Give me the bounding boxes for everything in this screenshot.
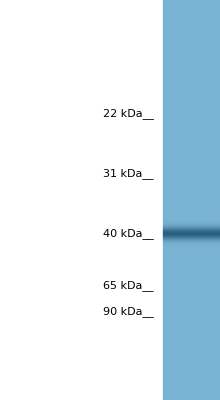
Text: 22 kDa__: 22 kDa__ bbox=[103, 108, 154, 120]
Text: 65 kDa__: 65 kDa__ bbox=[103, 280, 154, 292]
Text: 40 kDa__: 40 kDa__ bbox=[103, 228, 154, 240]
Text: 90 kDa__: 90 kDa__ bbox=[103, 306, 154, 318]
Text: 31 kDa__: 31 kDa__ bbox=[103, 168, 154, 180]
